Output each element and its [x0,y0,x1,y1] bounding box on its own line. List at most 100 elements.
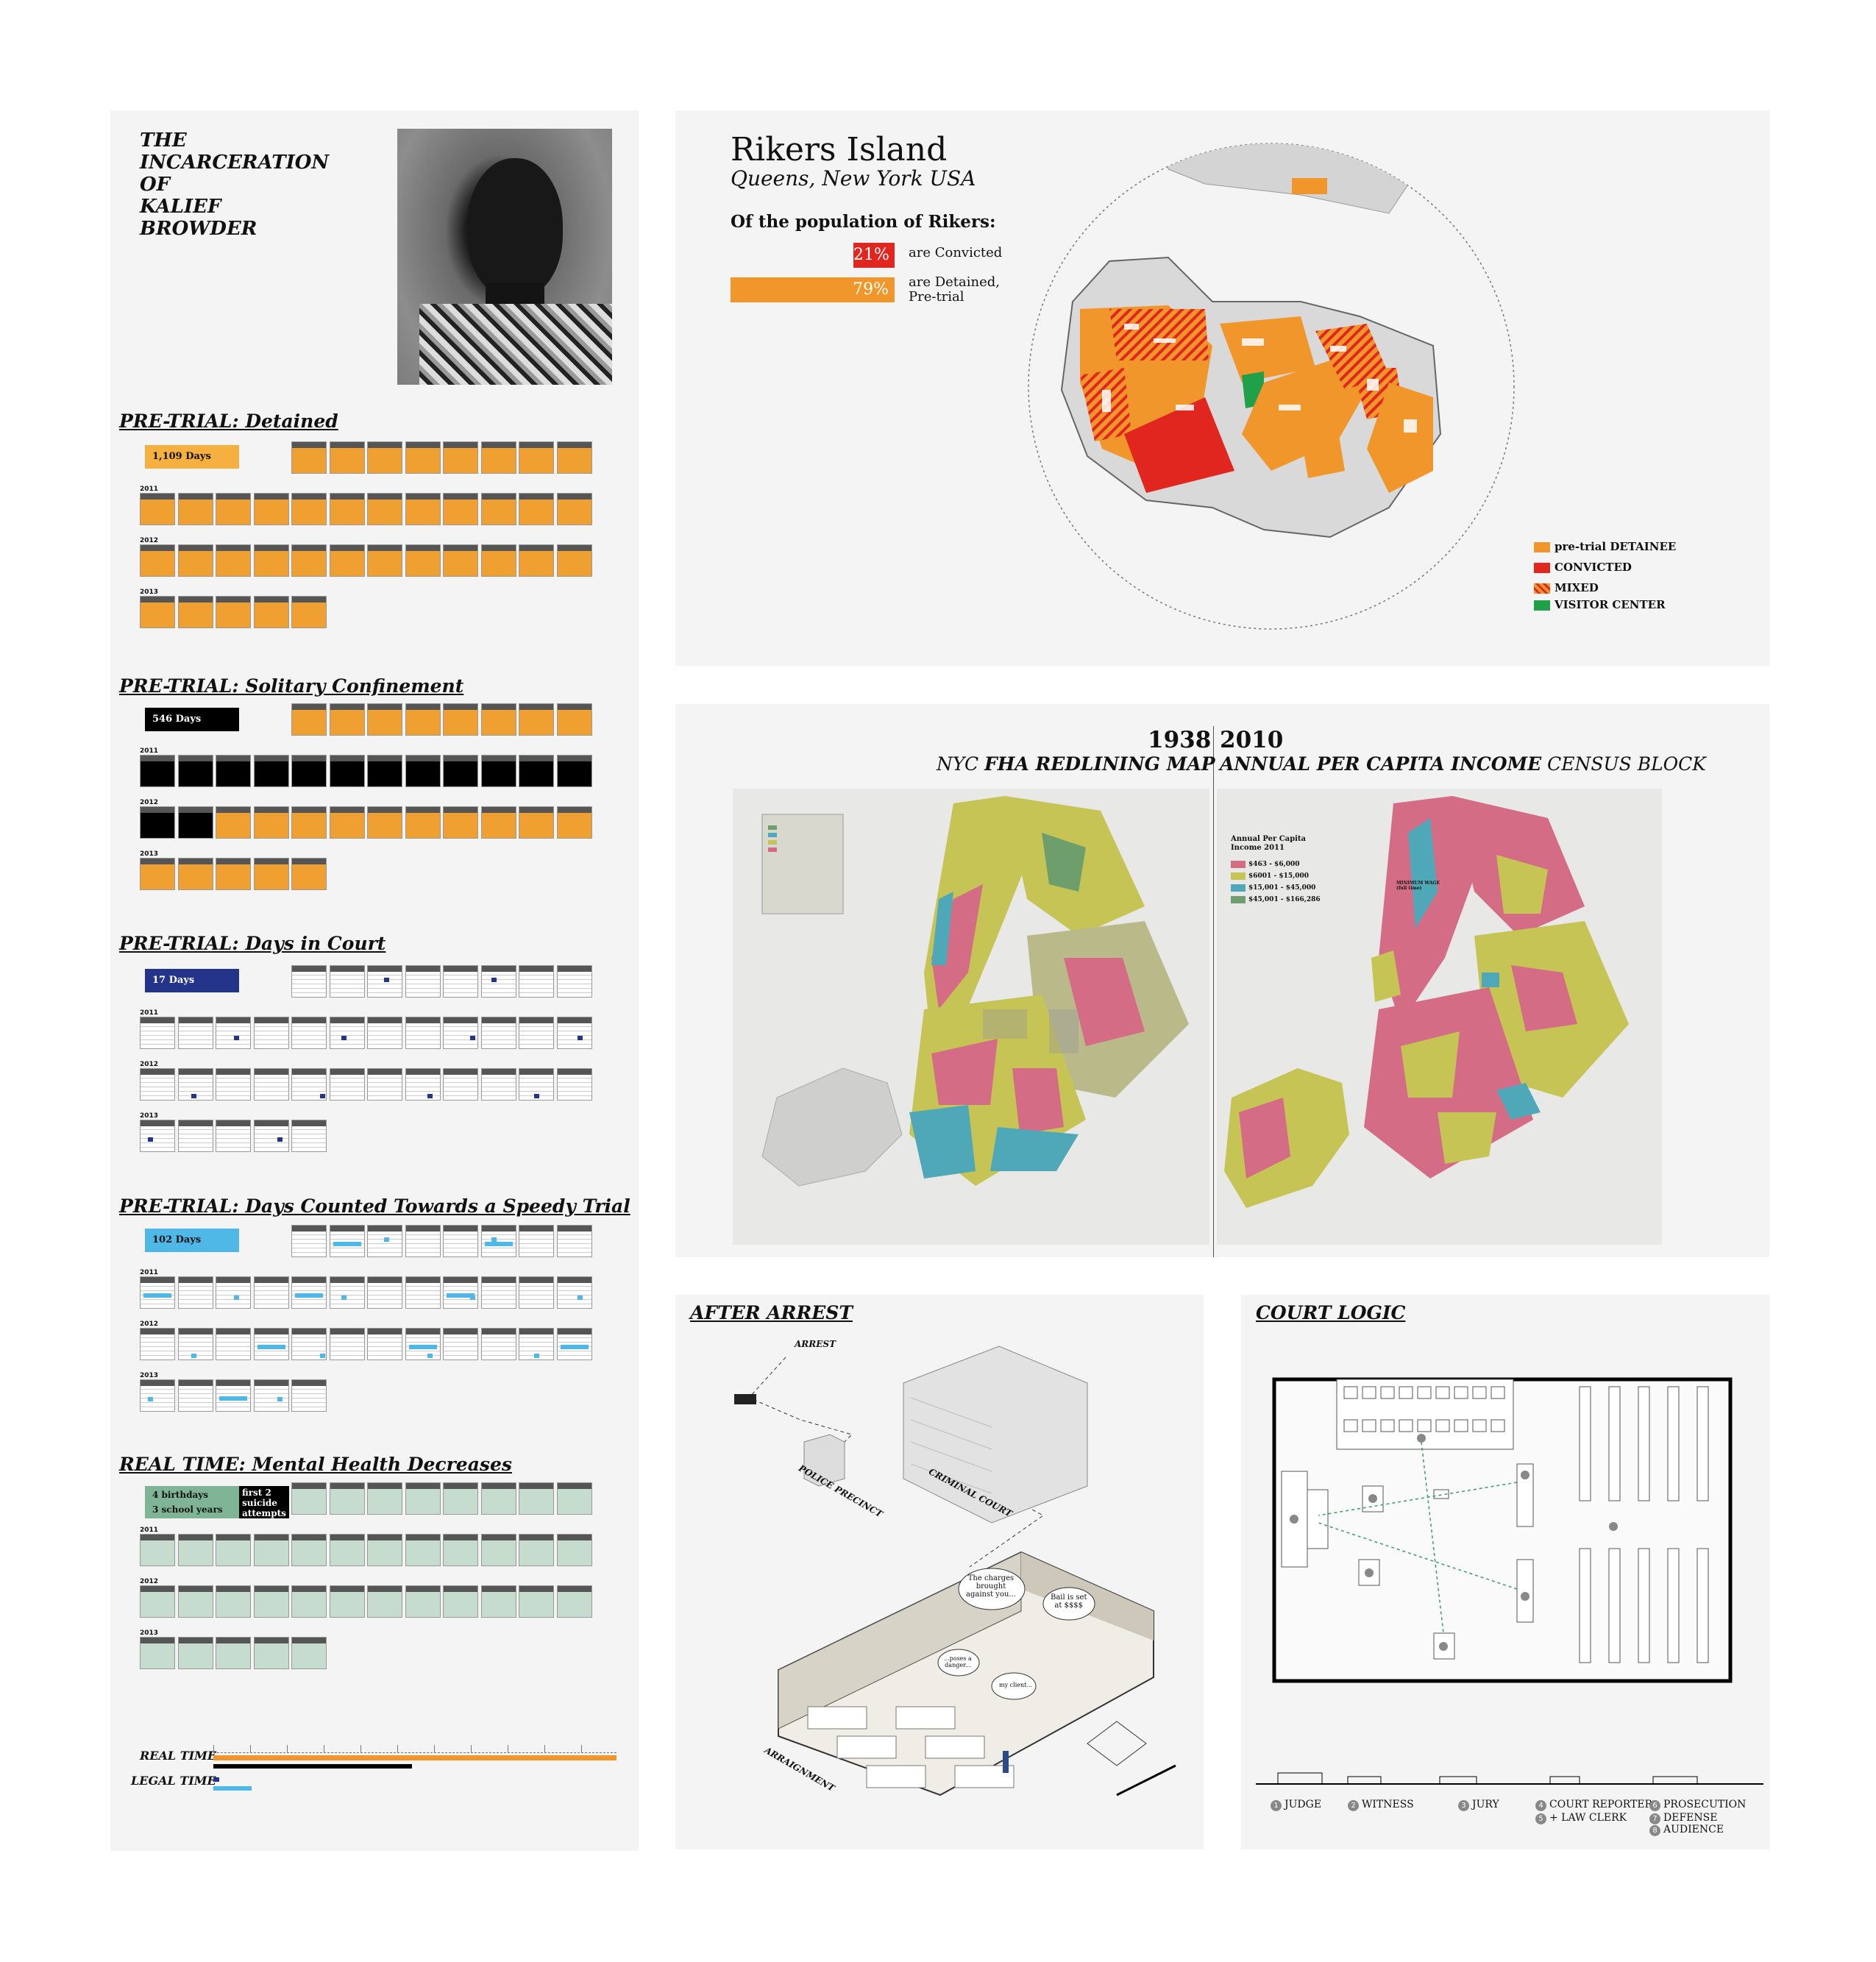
calendar-month-header [178,1069,213,1075]
calendar-month-header [178,1638,213,1643]
calendar-month [329,703,365,736]
calendar-month [480,965,516,998]
court-legend-label: PROSECUTION [1663,1799,1747,1810]
calendar-month-header [405,1535,440,1540]
calendar-month [140,1534,175,1566]
calendar-year-label: 2013 [140,1112,159,1120]
marked-day [277,1137,283,1142]
calendar-month-header [368,1069,402,1075]
calendar-month-header [368,1483,402,1489]
calendar-month-header [254,859,288,864]
calendar-month-header [292,1226,326,1231]
calendar-month-header [216,1586,250,1592]
calendar-month [329,1068,365,1101]
calendar-month [291,755,327,787]
calendar-month-header [557,1483,591,1489]
court-legend-number: 8 [1649,1825,1660,1836]
calendar-month [177,1120,213,1152]
calendar-month [291,1017,327,1049]
marked-day [384,1237,389,1242]
calendar-month-header [481,704,516,710]
calendar-month [216,1017,251,1049]
calendar-month [443,965,478,998]
calendar-month-header [141,859,174,864]
calendar-month [216,544,251,577]
calendar-month-header [141,1277,174,1283]
calendar-month-header [330,1535,364,1540]
calendar-month-header [178,807,213,813]
calendar-month-header [444,1069,477,1075]
calendar-month [329,806,365,839]
detained-bar: 79% [731,277,895,302]
calendar-grid-detained: 2011 2012 2013 [140,441,611,633]
calendar-month-header [444,966,477,972]
calendar-month [443,755,478,787]
panel-title: THE INCARCERATION OF KALIEF BROWDER [140,129,330,240]
calendar-month-header [216,1017,250,1023]
calendar-month [405,441,441,474]
calendar-month-header [216,1069,250,1075]
calendar-year-label: 2011 [140,747,159,755]
calendar-month [443,493,478,525]
calendar-month-header [330,756,364,761]
calendar-month [291,1637,327,1669]
rikers-map [1028,143,1515,630]
calendar-month [329,441,365,474]
calendar-year-label: 2013 [140,1372,159,1379]
calendar-month-header [330,966,364,972]
calendar-month-header [519,1586,553,1592]
calendar-month-header [481,1329,516,1334]
calendar-month [177,755,213,787]
calendar-month [291,1585,327,1618]
court-legend-label: WITNESS [1362,1799,1414,1810]
timeline-real-bar [213,1755,617,1760]
calendar-month [140,596,175,628]
calendar-month [291,493,327,525]
calendar-month [556,441,592,474]
calendar-month [443,806,478,839]
calendar-month [367,1225,402,1257]
timeline-solitary-bar [213,1764,412,1769]
calendar-month [556,1328,592,1360]
timeline-tick [360,1745,361,1752]
marked-day [491,978,497,982]
calendar-month [519,1017,554,1049]
calendar-month [480,1017,516,1049]
calendar-month [519,1328,554,1360]
calendar-grid-solitary: 2011 2012 2013 [140,703,611,895]
calendar-month-header [254,1017,288,1023]
calendar-month-header [178,1277,213,1283]
calendar-month-header [216,1120,250,1126]
timeline-tick [471,1745,472,1752]
calendar-month-header [519,545,553,551]
court-legend-label: JUDGE [1285,1799,1322,1810]
calendar-year-label: 2013 [140,1629,159,1637]
after-arrest-panel: AFTER ARREST ARREST POLICE PRECINCT CRIM… [675,1295,1204,1849]
calendar-month-header [368,494,402,500]
calendar-month-header [519,1277,553,1283]
calendar-month [556,1276,592,1309]
court-logic-panel: COURT LOGIC 1 JUDGE 2 WITNESS 3 JURY 4 COURT RE… [1241,1295,1769,1849]
speedy-week [333,1242,361,1246]
calendar-month-header [216,859,250,864]
calendar-month [291,806,327,839]
calendar-month [367,1482,402,1515]
calendar-month-header [481,756,516,761]
calendar-month-header [368,704,402,710]
calendar-month [329,1482,365,1515]
calendar-month-header [254,545,288,551]
calendar-month-header [292,1120,326,1126]
speedy-week [484,1242,513,1246]
year-left: 1938 [1148,727,1212,753]
calendar-month-header [292,704,326,710]
calendar-month-header [141,1380,174,1386]
marked-day [491,1237,497,1242]
calendar-month [291,965,327,998]
calendar-month-header [405,1329,440,1334]
calendar-month-header [481,1277,516,1283]
calendar-month-header [444,807,477,813]
calendar-year-label: 2012 [140,1061,159,1068]
calendar-month [177,806,213,839]
bubble-client: my client... [999,1682,1032,1688]
calendar-month [443,1328,478,1360]
